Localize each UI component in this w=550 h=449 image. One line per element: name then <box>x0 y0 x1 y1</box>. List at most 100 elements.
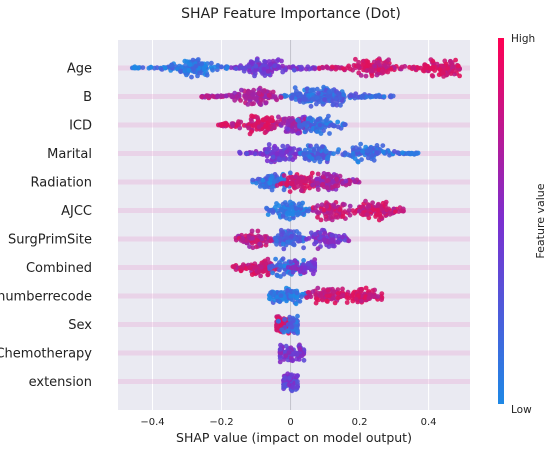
shap-dot <box>288 345 294 351</box>
shap-dot <box>256 90 262 96</box>
shap-dot <box>352 156 358 162</box>
feature-label: Radiation <box>31 176 92 191</box>
shap-dot <box>363 73 369 79</box>
shap-dot <box>290 212 296 217</box>
shap-dot <box>333 183 338 189</box>
shap-dot <box>313 292 318 298</box>
shap-dot <box>268 118 273 123</box>
shap-dot <box>257 184 263 189</box>
shap-dot <box>379 297 384 302</box>
shap-dot <box>298 203 304 209</box>
shap-dot <box>279 327 285 333</box>
shap-dots <box>129 56 462 394</box>
shap-dot <box>268 62 273 67</box>
shap-dot <box>250 92 255 98</box>
shap-dot <box>304 295 310 300</box>
shap-dot <box>284 202 290 208</box>
shap-dot <box>440 70 446 76</box>
shap-dot <box>132 65 137 71</box>
shap-dot <box>346 208 352 213</box>
shap-dot <box>360 212 366 218</box>
shap-dot <box>265 272 271 278</box>
shap-dot <box>260 152 266 157</box>
shap-dot <box>189 74 194 80</box>
shap-dot <box>284 149 290 155</box>
shap-dot <box>325 178 331 183</box>
shap-dot <box>291 264 297 270</box>
feature-label: Chemotherapy <box>0 347 92 362</box>
shap-dot <box>392 209 398 215</box>
shap-dot <box>204 72 210 78</box>
shap-dot <box>289 95 295 100</box>
shap-dot <box>285 239 291 245</box>
shap-dot <box>250 235 256 241</box>
shap-dot <box>321 119 327 125</box>
shap-dot <box>315 90 321 96</box>
shap-dot <box>348 93 353 99</box>
colorbar-high-label: High <box>511 33 535 45</box>
shap-dot <box>293 301 299 307</box>
shap-dot <box>366 295 372 301</box>
shap-dot <box>449 60 455 65</box>
shap-dot <box>323 214 329 219</box>
shap-dot <box>238 268 244 274</box>
shap-dot <box>351 293 356 298</box>
shap-dot <box>302 97 307 102</box>
shap-dot <box>445 66 451 71</box>
feature-label: Marital <box>47 147 92 162</box>
shap-dot <box>282 349 288 355</box>
shap-dot <box>343 178 349 184</box>
shap-dot <box>177 63 182 69</box>
shap-dot <box>318 290 324 296</box>
shap-dot <box>316 146 322 152</box>
shap-dot <box>190 57 196 63</box>
shap-dot <box>278 95 284 100</box>
shap-dot <box>299 294 304 300</box>
shap-dot <box>335 124 341 130</box>
shap-dot <box>342 151 348 156</box>
shap-dot <box>280 256 286 262</box>
shap-dot <box>308 103 314 109</box>
shap-dot <box>274 241 279 247</box>
shap-dot <box>270 154 276 160</box>
shap-dot <box>283 353 289 359</box>
shap-dot <box>274 323 280 329</box>
shap-dot <box>253 63 259 69</box>
shap-dot <box>314 129 320 134</box>
shap-dot <box>315 171 321 177</box>
shap-dot <box>294 295 300 301</box>
shap-dot <box>437 66 442 72</box>
shap-dot <box>380 143 386 149</box>
shap-dot <box>342 122 348 127</box>
shap-dot <box>337 95 343 100</box>
shap-dot <box>289 175 294 181</box>
shap-dot <box>302 265 308 270</box>
shap-dot <box>286 350 292 355</box>
shap-dot <box>239 87 244 93</box>
shap-dot <box>388 66 394 72</box>
shap-dot <box>250 245 256 251</box>
shap-dot <box>368 94 373 100</box>
shap-dot <box>377 213 382 219</box>
shap-dot <box>195 73 200 79</box>
shap-dot <box>329 232 335 238</box>
shap-dot <box>369 73 375 79</box>
shap-dot <box>281 384 286 390</box>
shap-dot <box>356 59 361 65</box>
shap-dot <box>453 57 458 63</box>
shap-dot <box>293 174 298 180</box>
shap-dot <box>347 212 353 218</box>
shap-dot <box>379 291 385 296</box>
shap-dot <box>289 233 294 239</box>
x-tick-label: −0.2 <box>209 417 233 428</box>
shap-dot <box>325 288 331 293</box>
shap-dot <box>335 214 341 220</box>
shap-dot <box>315 187 321 193</box>
shap-dot <box>330 295 336 301</box>
shap-dot <box>184 59 190 64</box>
shap-dot <box>270 210 276 215</box>
shap-dot <box>450 64 456 70</box>
shap-dot <box>387 211 393 217</box>
shap-dot <box>294 88 299 94</box>
shap-dot <box>229 121 235 126</box>
